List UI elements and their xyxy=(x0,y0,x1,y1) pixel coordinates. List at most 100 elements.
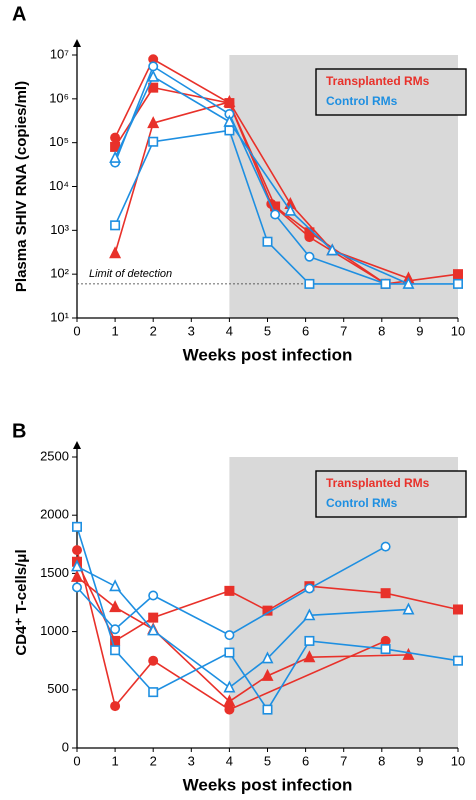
marker xyxy=(71,569,83,582)
marker xyxy=(223,114,236,127)
y-tick-label: 10⁶ xyxy=(49,90,69,105)
panel-label: B xyxy=(12,420,26,442)
x-tick-label: 5 xyxy=(264,753,271,768)
marker xyxy=(147,116,160,129)
x-tick-label: 3 xyxy=(188,753,195,768)
marker xyxy=(224,630,235,641)
marker xyxy=(452,269,463,280)
y-tick-label: 10⁵ xyxy=(49,134,69,149)
x-tick-label: 2 xyxy=(150,753,157,768)
x-tick-label: 8 xyxy=(378,753,385,768)
x-tick-label: 8 xyxy=(378,323,385,338)
marker xyxy=(148,82,159,93)
marker xyxy=(148,61,159,72)
marker xyxy=(452,278,463,289)
marker xyxy=(148,655,159,666)
marker xyxy=(110,645,121,656)
limit-label: Limit of detection xyxy=(89,268,172,280)
marker xyxy=(71,559,83,572)
y-tick-label: 10³ xyxy=(50,222,69,237)
marker xyxy=(148,612,159,623)
panel-label: A xyxy=(12,3,26,25)
marker xyxy=(380,541,391,552)
y-axis-title: Plasma SHIV RNA (copies/ml) xyxy=(13,81,30,292)
marker xyxy=(452,604,463,615)
legend-label: Control RMs xyxy=(326,94,398,108)
marker xyxy=(109,246,122,259)
marker xyxy=(109,150,122,163)
legend-box xyxy=(315,68,467,116)
marker xyxy=(402,647,415,660)
marker xyxy=(110,701,121,712)
y-axis-arrow xyxy=(73,441,81,449)
marker xyxy=(402,602,415,615)
x-tick-label: 3 xyxy=(188,323,195,338)
marker xyxy=(224,585,235,596)
marker xyxy=(224,704,235,715)
y-tick-label: 2000 xyxy=(40,507,69,522)
x-tick-label: 9 xyxy=(416,323,423,338)
x-tick-label: 1 xyxy=(111,323,118,338)
x-tick-label: 7 xyxy=(340,323,347,338)
x-tick-label: 10 xyxy=(451,323,465,338)
marker xyxy=(304,278,315,289)
marker xyxy=(262,236,273,247)
marker xyxy=(380,278,391,289)
y-tick-label: 0 xyxy=(62,739,69,754)
x-axis-title: Weeks post infection xyxy=(183,775,353,794)
series-line xyxy=(76,526,459,712)
x-tick-label: 6 xyxy=(302,753,309,768)
x-tick-label: 0 xyxy=(73,323,80,338)
marker xyxy=(303,650,316,663)
y-axis-arrow xyxy=(73,39,81,47)
y-tick-label: 1500 xyxy=(40,565,69,580)
x-tick-label: 2 xyxy=(150,323,157,338)
y-tick-label: 2500 xyxy=(40,448,69,463)
series-line xyxy=(114,75,409,285)
marker xyxy=(72,521,83,532)
marker xyxy=(223,694,236,707)
x-tick-label: 9 xyxy=(416,753,423,768)
marker xyxy=(303,608,316,621)
marker xyxy=(110,635,121,646)
marker xyxy=(148,590,159,601)
x-tick-label: 6 xyxy=(302,323,309,338)
x-tick-label: 10 xyxy=(451,753,465,768)
x-tick-label: 0 xyxy=(73,753,80,768)
marker xyxy=(148,687,159,698)
y-tick-label: 1000 xyxy=(40,623,69,638)
series-line xyxy=(76,561,459,643)
x-tick-label: 1 xyxy=(111,753,118,768)
legend-label: Transplanted RMs xyxy=(326,74,430,88)
marker xyxy=(110,132,121,143)
marker xyxy=(223,94,236,107)
marker xyxy=(261,651,274,664)
series-line xyxy=(114,100,409,280)
marker xyxy=(326,243,339,256)
marker xyxy=(304,251,315,262)
legend-label: Transplanted RMs xyxy=(326,476,430,490)
legend-box xyxy=(315,470,467,518)
marker xyxy=(224,125,235,136)
marker xyxy=(262,704,273,715)
y-tick-label: 10⁴ xyxy=(49,178,69,193)
marker xyxy=(109,600,122,613)
marker xyxy=(72,582,83,593)
marker xyxy=(72,545,83,556)
marker xyxy=(380,644,391,655)
marker xyxy=(304,635,315,646)
marker xyxy=(452,655,463,666)
series-line xyxy=(76,545,386,637)
marker xyxy=(304,583,315,594)
x-tick-label: 5 xyxy=(264,323,271,338)
marker xyxy=(402,276,415,289)
y-tick-label: 10² xyxy=(50,266,69,281)
x-axis-title: Weeks post infection xyxy=(183,345,353,364)
marker xyxy=(261,668,274,681)
x-tick-label: 7 xyxy=(340,753,347,768)
marker xyxy=(148,136,159,147)
legend-label: Control RMs xyxy=(326,496,398,510)
marker xyxy=(147,623,160,636)
x-tick-label: 4 xyxy=(226,323,233,338)
